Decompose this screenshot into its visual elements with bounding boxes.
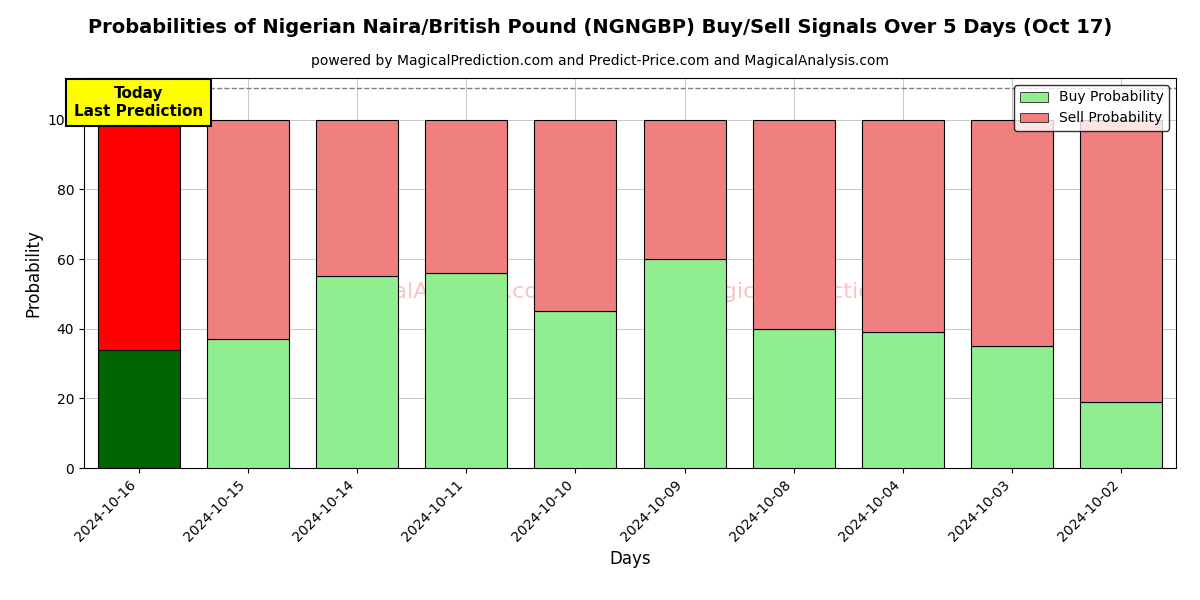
Bar bbox=[206, 339, 289, 468]
Bar bbox=[534, 120, 617, 311]
Text: powered by MagicalPrediction.com and Predict-Price.com and MagicalAnalysis.com: powered by MagicalPrediction.com and Pre… bbox=[311, 54, 889, 68]
Bar bbox=[971, 346, 1054, 468]
Bar bbox=[316, 277, 398, 468]
Bar bbox=[752, 120, 835, 329]
Bar bbox=[425, 120, 508, 273]
Text: MagicalPrediction.com: MagicalPrediction.com bbox=[690, 283, 941, 302]
Bar bbox=[643, 259, 726, 468]
Bar bbox=[1080, 402, 1163, 468]
X-axis label: Days: Days bbox=[610, 550, 650, 568]
Bar bbox=[316, 120, 398, 277]
Bar bbox=[643, 120, 726, 259]
Bar bbox=[206, 120, 289, 339]
Text: MagicalAnalysis.com: MagicalAnalysis.com bbox=[329, 283, 560, 302]
Y-axis label: Probability: Probability bbox=[24, 229, 42, 317]
Bar bbox=[425, 273, 508, 468]
Bar bbox=[534, 311, 617, 468]
Bar bbox=[971, 120, 1054, 346]
Text: Probabilities of Nigerian Naira/British Pound (NGNGBP) Buy/Sell Signals Over 5 D: Probabilities of Nigerian Naira/British … bbox=[88, 18, 1112, 37]
Bar bbox=[862, 332, 944, 468]
Bar bbox=[97, 350, 180, 468]
Legend: Buy Probability, Sell Probability: Buy Probability, Sell Probability bbox=[1014, 85, 1169, 131]
Bar bbox=[862, 120, 944, 332]
Bar bbox=[752, 329, 835, 468]
Text: Today
Last Prediction: Today Last Prediction bbox=[74, 86, 203, 119]
Bar bbox=[97, 120, 180, 350]
Bar bbox=[1080, 120, 1163, 402]
